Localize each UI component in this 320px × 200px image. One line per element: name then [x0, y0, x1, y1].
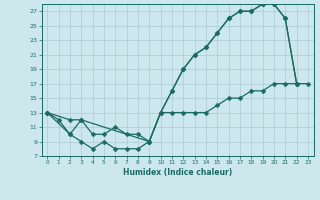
X-axis label: Humidex (Indice chaleur): Humidex (Indice chaleur) — [123, 168, 232, 177]
